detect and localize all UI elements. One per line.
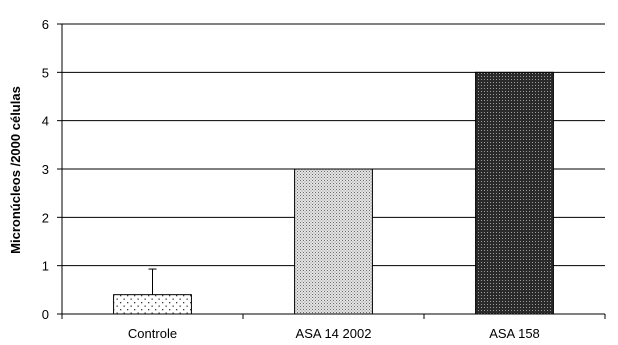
error-bars: [148, 268, 157, 295]
y-tick-label: 3: [42, 162, 49, 177]
axes: [61, 24, 605, 315]
y-axis-ticks: 0 1 2 3 4 5 6: [42, 17, 62, 322]
y-tick-label: 0: [42, 307, 49, 322]
x-axis-ticks: Controle ASA 14 2002 ASA 158: [61, 314, 606, 341]
x-tick-label: ASA 158: [489, 326, 540, 341]
y-tick-label: 5: [42, 65, 49, 80]
x-tick-label: ASA 14 2002: [296, 326, 372, 341]
bar-controle: [113, 294, 192, 315]
y-tick-label: 6: [42, 17, 49, 32]
x-tick-label: Controle: [128, 326, 177, 341]
y-axis-title: Micronúcleos /2000 células: [8, 86, 23, 254]
bars: [113, 71, 554, 315]
bar-asa-14-2002: [294, 168, 373, 315]
bar-asa-158: [475, 71, 554, 315]
y-tick-label: 4: [42, 114, 49, 129]
y-tick-label: 1: [42, 259, 49, 274]
y-tick-label: 2: [42, 210, 49, 225]
